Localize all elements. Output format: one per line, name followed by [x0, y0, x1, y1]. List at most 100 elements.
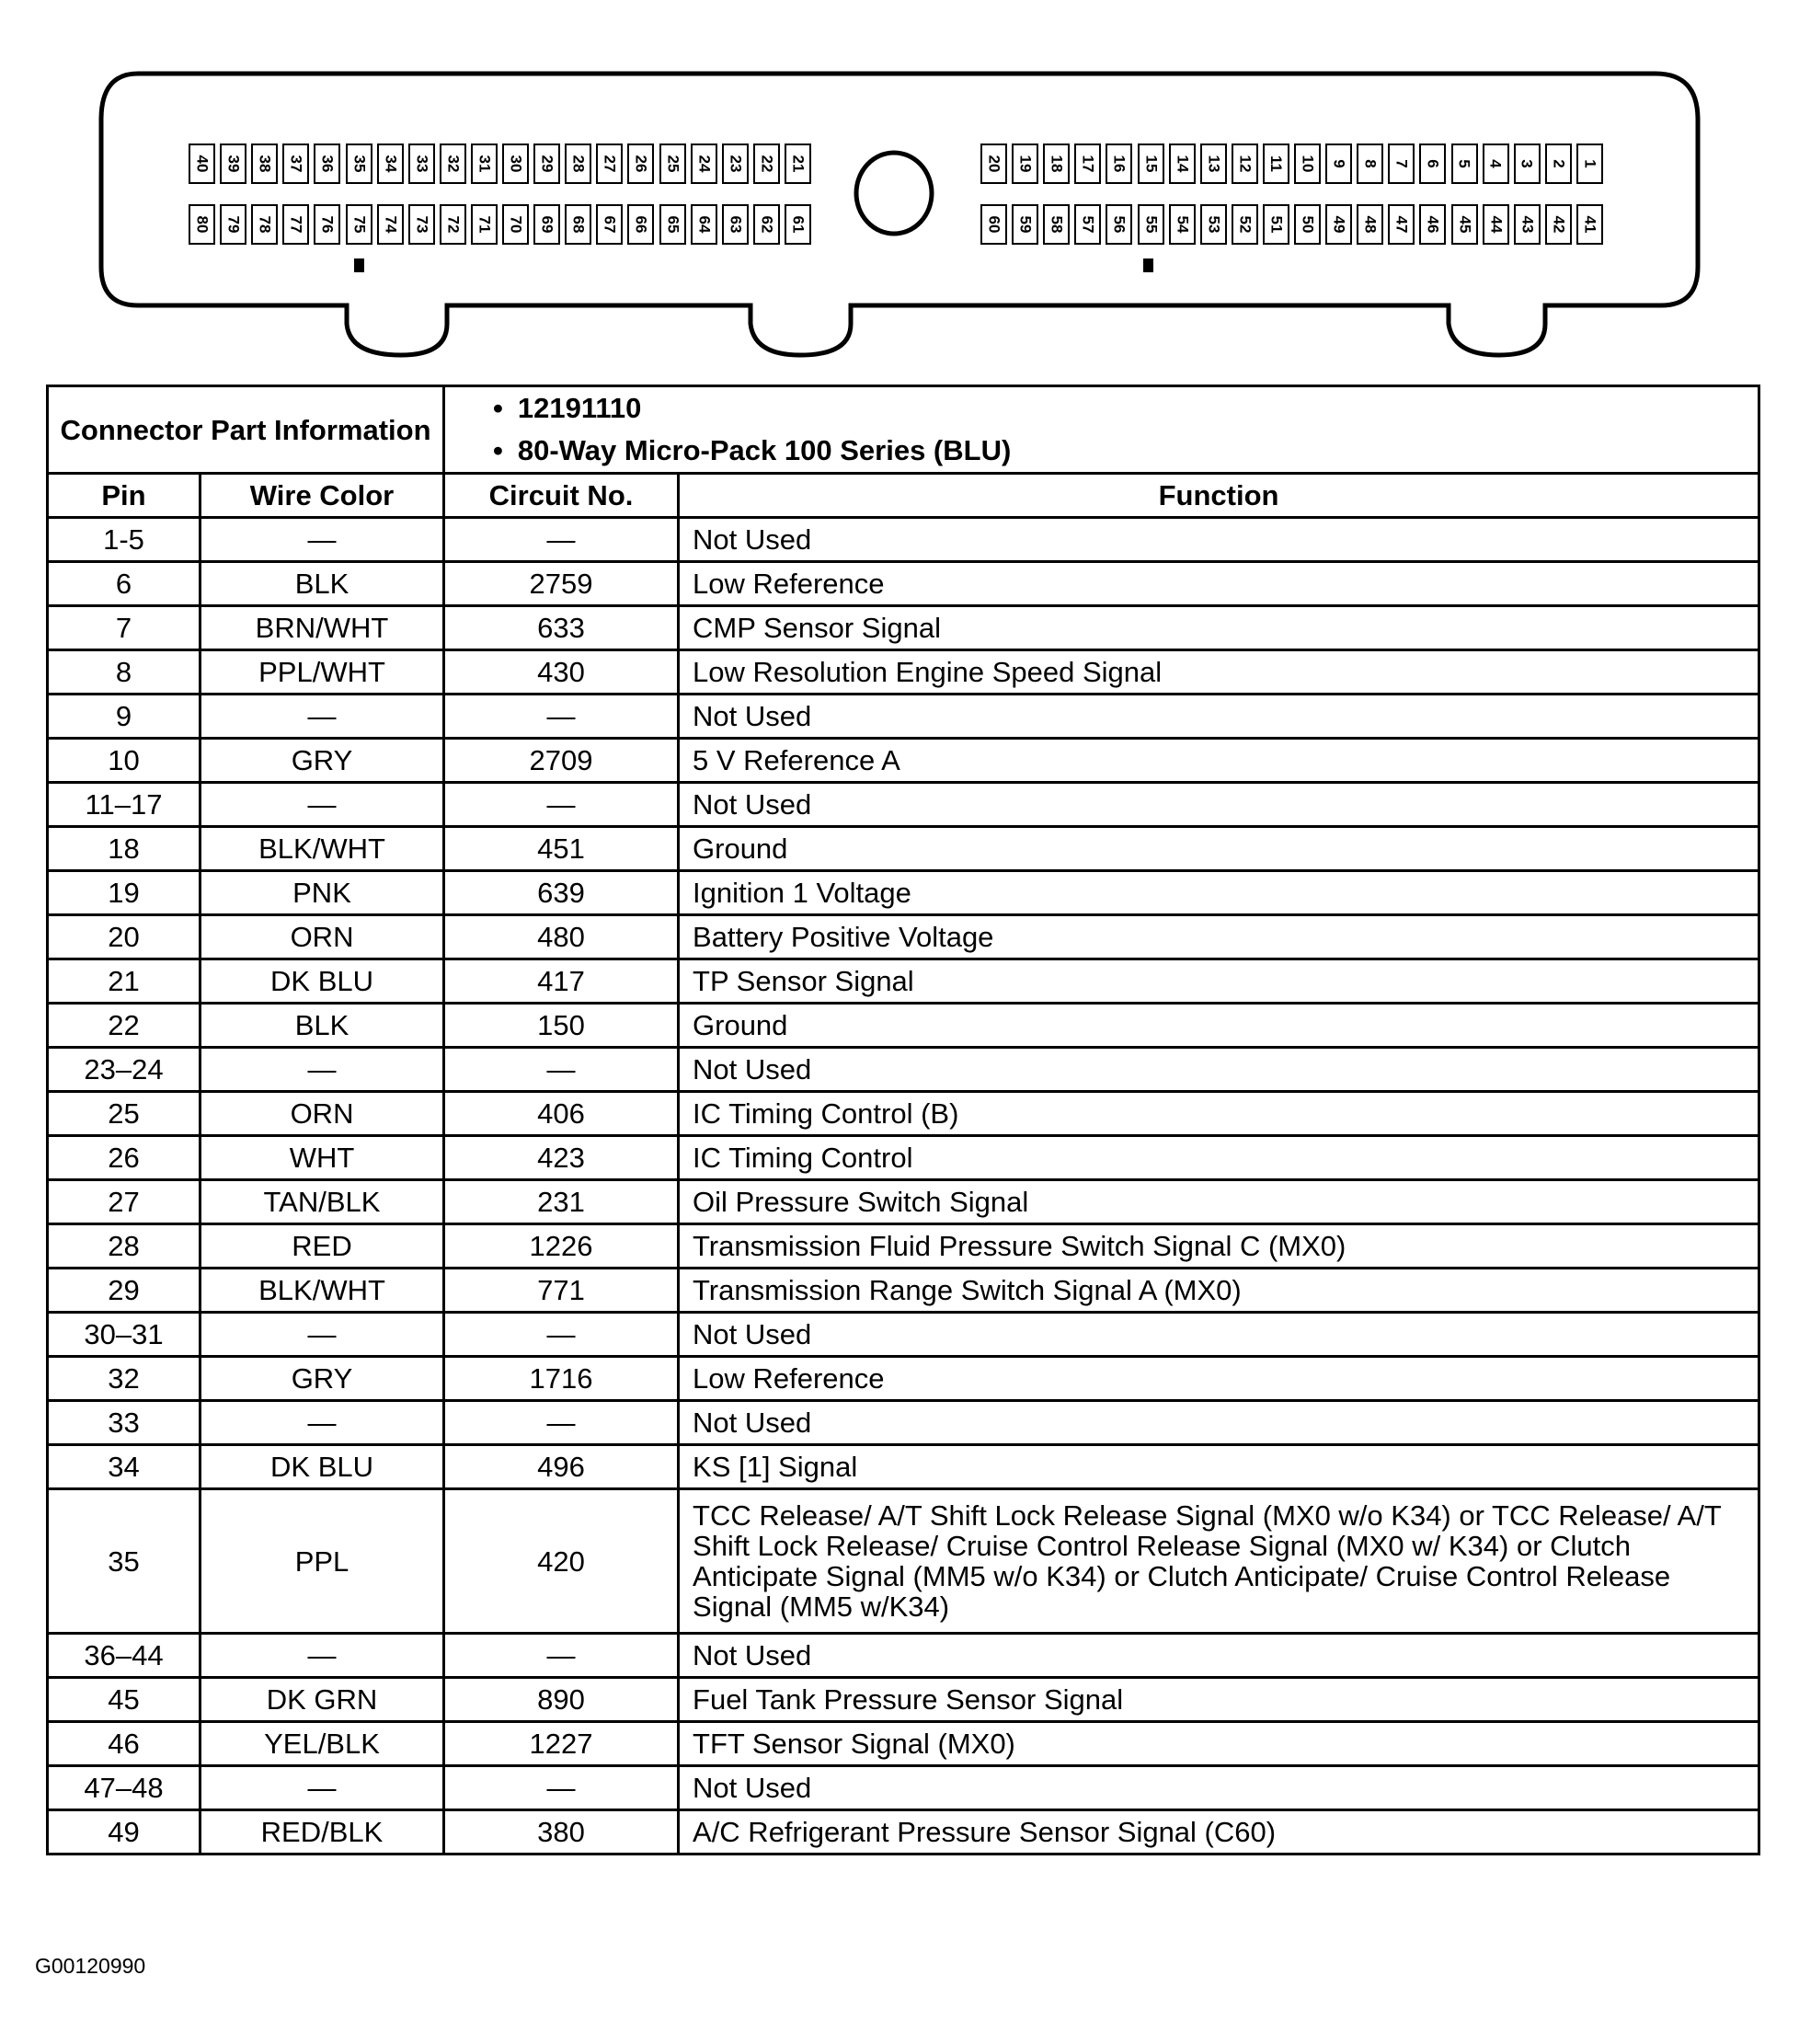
table-row: 35 PPL 420 TCC Release/ A/T Shift Lock Rele… [46, 1487, 1760, 1635]
pin-number: 43 [1518, 215, 1537, 234]
connector-pin: 33 [407, 144, 435, 184]
wire-color-cell: — [198, 1046, 446, 1093]
connector-pin: 69 [533, 204, 561, 245]
function-cell: TCC Release/ A/T Shift Lock Release Sign… [677, 1487, 1760, 1635]
wire-color-cell: TAN/BLK [198, 1178, 446, 1225]
connector-pin: 67 [596, 204, 624, 245]
pin-number: 67 [601, 215, 619, 234]
circuit-cell: 480 [442, 913, 681, 960]
pin-cell: 46 [46, 1720, 201, 1767]
circuit-cell: 2759 [442, 560, 681, 607]
connector-pin: 37 [282, 144, 310, 184]
pin-number: 59 [1016, 215, 1035, 234]
function-cell: Ignition 1 Voltage [677, 869, 1760, 916]
connector-pin: 71 [470, 204, 498, 245]
table-row: 26 WHT 423 IC Timing Control [46, 1134, 1760, 1181]
connector-pin: 48 [1357, 204, 1384, 245]
pin-number: 73 [413, 215, 431, 234]
connector-pin: 66 [627, 204, 655, 245]
connector-pin: 47 [1388, 204, 1415, 245]
circuit-cell: 496 [442, 1443, 681, 1490]
table-row: 29 BLK/WHT 771 Transmission Range Switch Si… [46, 1267, 1760, 1314]
function-cell: IC Timing Control [677, 1134, 1760, 1181]
pin-number: 55 [1141, 215, 1160, 234]
pin-cell: 30–31 [46, 1311, 201, 1358]
pin-number: 19 [1016, 155, 1035, 173]
pin-number: 63 [727, 215, 745, 234]
connector-pin: 46 [1419, 204, 1447, 245]
table-row: 32 GRY 1716 Low Reference [46, 1355, 1760, 1402]
pin-number: 74 [382, 215, 400, 234]
pin-number: 30 [507, 155, 525, 173]
pin-number: 12 [1236, 155, 1255, 173]
wire-color-cell: BLK/WHT [198, 825, 446, 872]
connector-pin: 11 [1262, 144, 1289, 184]
table-row: 47–48— — Not Used [46, 1764, 1760, 1811]
pin-number: 70 [507, 215, 525, 234]
connector-pin: 42 [1544, 204, 1572, 245]
pin-number: 39 [224, 155, 243, 173]
pin-number: 31 [476, 155, 494, 173]
header-circuit-no: Circuit No. [442, 472, 681, 519]
circuit-cell: 380 [442, 1809, 681, 1855]
table-row: 21 DK BLU 417 TP Sensor Signal [46, 958, 1760, 1005]
pin-number: 48 [1361, 215, 1380, 234]
connector-pin: 61 [784, 204, 811, 245]
circuit-cell: — [442, 1046, 681, 1093]
connector-info-list: 12191110 80-Way Micro-Pack 100 Series (B… [442, 385, 1760, 475]
table-row: 22 BLK 150 Ground [46, 1002, 1760, 1049]
circuit-cell: — [442, 693, 681, 740]
table-row: 20 ORN 480 Battery Positive Voltage [46, 913, 1760, 960]
circuit-cell: 639 [442, 869, 681, 916]
pin-number: 34 [382, 155, 400, 173]
pin-number: 29 [538, 155, 556, 173]
pin-cell: 20 [46, 913, 201, 960]
connector-pin: 74 [376, 204, 404, 245]
header-wire-color: Wire Color [198, 472, 446, 519]
pin-number: 25 [663, 155, 682, 173]
connector-pin: 79 [220, 204, 247, 245]
connector-pin: 57 [1074, 204, 1102, 245]
pin-number: 4 [1487, 159, 1506, 168]
pin-number: 37 [287, 155, 305, 173]
connector-pin: 12 [1231, 144, 1258, 184]
table-row: 7 BRN/WHT 633 CMP Sensor Signal [46, 604, 1760, 651]
function-cell: 5 V Reference A [677, 737, 1760, 784]
pin-cell: 6 [46, 560, 201, 607]
connector-pin: 56 [1106, 204, 1133, 245]
circuit-cell: 1227 [442, 1720, 681, 1767]
function-cell: Not Used [677, 1399, 1760, 1446]
connector-pin: 59 [1012, 204, 1039, 245]
connector-info-label: Connector Part Information [45, 385, 446, 475]
pin-number: 79 [224, 215, 243, 234]
connector-pin: 73 [407, 204, 435, 245]
connector-pin: 50 [1294, 204, 1321, 245]
connector-pin: 36 [314, 144, 341, 184]
connector-pin: 29 [533, 144, 561, 184]
circuit-cell: 451 [442, 825, 681, 872]
function-cell: KS [1] Signal [677, 1443, 1760, 1490]
function-cell: Not Used [677, 516, 1760, 563]
table-row: 6 BLK 2759 Low Reference [46, 560, 1760, 607]
connector-pin: 55 [1137, 204, 1164, 245]
function-cell: Ground [677, 1002, 1760, 1049]
pin-number: 45 [1455, 215, 1473, 234]
connector-pin: 18 [1043, 144, 1071, 184]
pin-number: 28 [569, 155, 588, 173]
connector-pin: 43 [1513, 204, 1541, 245]
connector-pin: 34 [376, 144, 404, 184]
pin-number: 6 [1424, 159, 1442, 168]
part-number: 12191110 [493, 387, 1747, 430]
connector-description: 80-Way Micro-Pack 100 Series (BLU) [493, 430, 1747, 472]
pin-cell: 8 [46, 649, 201, 695]
pin-number: 23 [727, 155, 745, 173]
connector-pin: 9 [1325, 144, 1353, 184]
connector-pin: 17 [1074, 144, 1102, 184]
table-row: 49 RED/BLK 380 A/C Refrigerant Pressure Sen… [46, 1809, 1760, 1855]
pin-number: 35 [349, 155, 368, 173]
connector-pin: 14 [1168, 144, 1196, 184]
circuit-cell: — [442, 1399, 681, 1446]
wire-color-cell: — [198, 1632, 446, 1679]
pin-number: 69 [538, 215, 556, 234]
pin-cell: 23–24 [46, 1046, 201, 1093]
